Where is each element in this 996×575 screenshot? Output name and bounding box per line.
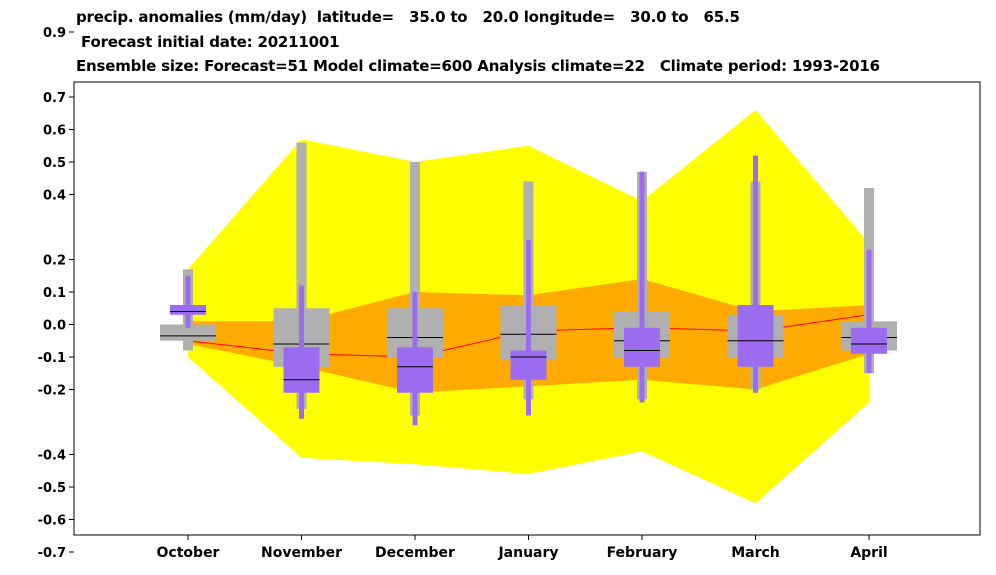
model-climate-box [160,324,216,341]
axes: 0.9 0.7 0.6 0.5 0.4 0.2 0.1 0.0 -0.1 -0.2 -0.4 -0.5… [38,26,981,561]
month-boxplot-february [614,171,670,403]
y-tick-label: 0.0 [43,319,66,334]
chart-title-line-1: precip. anomalies (mm/day) latitude= 35.… [76,8,740,26]
forecast-whisker [185,275,191,328]
y-tick-label: 0.2 [43,254,66,269]
forecast-box [397,347,433,393]
x-tick-label: March [731,545,780,561]
y-tick-label: -0.2 [38,384,66,399]
month-boxplot-april [841,188,897,374]
forecast-box [170,305,206,315]
box-plots [160,142,897,426]
chart-title-line-2: Forecast initial date: 20211001 [76,33,340,51]
y-tick-label: 0.4 [43,189,66,204]
plot-frame [73,81,981,536]
y-tick-label: 0.6 [43,124,66,139]
y-tick-label: -0.5 [38,481,66,496]
chart-title-line-3: Ensemble size: Forecast=51 Model climate… [76,57,880,75]
x-tick-label: February [607,545,678,561]
forecast-box [510,350,547,380]
forecast-whisker [639,171,645,403]
y-tick-label: -0.4 [38,449,66,464]
month-boxplot-october [160,269,216,351]
model-climate-whisker [410,162,420,416]
y-tick-label: 0.1 [43,286,66,301]
x-tick-label: December [375,545,455,561]
y-tick-label: 0.9 [43,26,66,41]
forecast-box [737,305,774,367]
x-tick-label: January [497,545,558,561]
x-tick-label: November [261,545,342,561]
y-tick-label: 0.7 [43,91,66,106]
x-tick-label: October [157,545,220,561]
month-boxplot-january [500,181,557,416]
y-tick-label: -0.7 [38,546,66,561]
forecast-whisker [753,155,758,393]
month-boxplot-november [273,142,330,419]
forecast-box [851,327,887,354]
y-tick-label: 0.5 [43,156,66,171]
y-tick-label: -0.1 [38,351,66,366]
month-boxplot-december [387,162,443,426]
y-tick-label: -0.6 [38,514,66,529]
forecast-box [283,347,320,393]
forecast-whisker [526,240,531,416]
x-tick-label: April [850,545,887,561]
forecast-whisker [866,249,872,374]
model-climate-whisker [296,142,307,409]
month-boxplot-march [727,155,784,393]
forecast-box [624,327,660,367]
